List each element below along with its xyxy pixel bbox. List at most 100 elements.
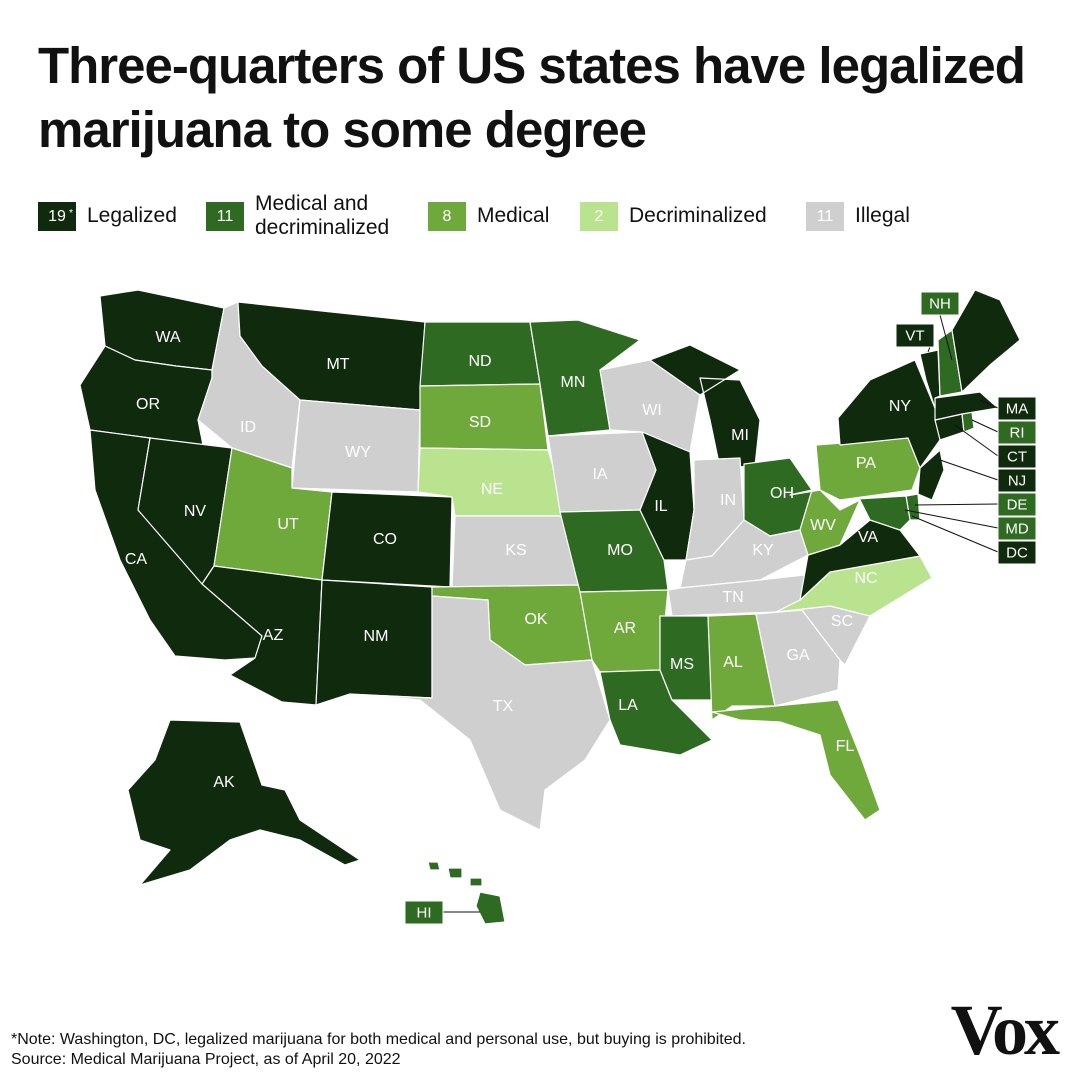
- state-label-mt: MT: [326, 356, 349, 373]
- state-fl: [711, 699, 881, 821]
- state-wv: [789, 489, 861, 556]
- callout-box-nj: [997, 468, 1037, 493]
- callout-box-de: [997, 492, 1037, 517]
- state-label-ga: GA: [786, 647, 809, 664]
- legend-badge-decriminalized: 2: [580, 201, 618, 231]
- vox-logo: Vox: [950, 990, 1060, 1070]
- callout-ma: MA: [979, 396, 1037, 421]
- state-label-ms: MS: [670, 656, 694, 673]
- state-label-ky: KY: [752, 542, 774, 559]
- state-label-az: AZ: [263, 627, 284, 644]
- legend-count-illegal: 11: [816, 207, 834, 225]
- legend-item-medical: 8 Medical: [428, 190, 549, 242]
- state-nj: [917, 449, 945, 501]
- state-label-mn: MN: [561, 374, 586, 391]
- legend: 19 * Legalized 11 Medical and decriminali…: [38, 190, 1038, 244]
- source-text: Source: Medical Marijuana Project, as of…: [11, 1051, 401, 1068]
- callout-box-nh: [920, 291, 960, 316]
- state-label-in: IN: [720, 492, 736, 509]
- state-ms: [659, 615, 713, 701]
- callout-box-md: [997, 516, 1037, 541]
- state-label-or: OR: [136, 396, 160, 413]
- state-label-sd: SD: [469, 414, 491, 431]
- callout-de: DE: [914, 492, 1037, 517]
- legend-item-illegal: 11 Illegal: [806, 190, 910, 242]
- callout-label-ri: RI: [1010, 424, 1025, 441]
- state-label-nd: ND: [468, 353, 491, 370]
- callout-box-vt: [895, 323, 935, 348]
- legend-asterisk: *: [69, 207, 73, 219]
- callout-line-ma: [979, 399, 999, 409]
- chart-title: Three-quarters of US states have legaliz…: [38, 37, 1026, 158]
- legend-count-legalized: 19: [48, 207, 66, 225]
- state-label-mi: MI: [731, 427, 749, 444]
- state-label-wv: WV: [810, 517, 836, 534]
- state-hi: [427, 861, 506, 925]
- note-text: *Note: Washington, DC, legalized marijua…: [11, 1031, 746, 1048]
- callout-label-ct: CT: [1007, 448, 1027, 465]
- state-label-nv: NV: [184, 503, 207, 520]
- state-mo: [559, 509, 669, 593]
- legend-item-decriminalized: 2 Decriminalized: [580, 190, 767, 242]
- legend-badge-legalized: 19 *: [38, 201, 76, 231]
- state-label-fl: FL: [836, 738, 855, 755]
- footnote: *Note: Washington, DC, legalized marijua…: [11, 1030, 941, 1070]
- state-label-oh: OH: [770, 485, 794, 502]
- callout-dc: DC: [911, 515, 1037, 565]
- state-label-nm: NM: [364, 628, 389, 645]
- callouts-layer: NJ DE MD DC CT RI MA VT NH HI: [404, 291, 1037, 925]
- state-label-co: CO: [373, 531, 397, 548]
- callout-label-ma: MA: [1006, 400, 1029, 417]
- callout-line-ct: [954, 424, 999, 457]
- state-label-ia: IA: [592, 466, 607, 483]
- state-label-nc: NC: [854, 570, 877, 587]
- callout-line-ri: [971, 419, 999, 433]
- state-label-mo: MO: [607, 542, 633, 559]
- callout-box-hi: [404, 900, 444, 925]
- legend-badge-medical-decriminalized: 11: [206, 201, 244, 231]
- callout-label-hi: HI: [417, 904, 432, 921]
- state-label-ks: KS: [505, 542, 526, 559]
- callout-nh: NH: [920, 291, 960, 361]
- callout-md: MD: [904, 509, 1037, 541]
- state-label-sc: SC: [831, 613, 853, 630]
- state-label-ne: NE: [481, 481, 503, 498]
- callout-box-ma: [997, 396, 1037, 421]
- states-layer: [79, 289, 1021, 925]
- callout-box-ct: [997, 444, 1037, 469]
- legend-label-medical-decriminalized: Medical and decriminalized: [255, 192, 390, 239]
- callout-nj: NJ: [939, 459, 1037, 493]
- callout-label-de: DE: [1007, 496, 1028, 513]
- legend-count-medical: 8: [442, 207, 452, 225]
- state-label-va: VA: [858, 529, 878, 546]
- state-label-wa: WA: [155, 329, 181, 346]
- state-ak: [127, 719, 361, 886]
- state-label-ny: NY: [889, 398, 912, 415]
- callout-label-dc: DC: [1006, 544, 1028, 561]
- callout-line-md: [904, 509, 999, 529]
- state-label-wi: WI: [642, 402, 662, 419]
- callout-label-nj: NJ: [1008, 472, 1026, 489]
- state-ri: [961, 411, 975, 433]
- state-label-ar: AR: [614, 620, 636, 637]
- callout-label-md: MD: [1005, 520, 1028, 537]
- state-tx: [364, 595, 611, 831]
- state-al: [707, 613, 776, 721]
- callout-line-nh: [939, 314, 953, 361]
- callout-box-dc: [997, 540, 1037, 565]
- state-label-ut: UT: [277, 516, 299, 533]
- callout-line-dc: [911, 515, 999, 553]
- legend-count-medical-decriminalized: 11: [216, 207, 234, 225]
- callout-ri: RI: [971, 419, 1037, 445]
- state-label-il: IL: [654, 498, 667, 515]
- callout-line-nj: [939, 459, 999, 481]
- callout-box-ri: [997, 420, 1037, 445]
- legend-label-illegal: Illegal: [855, 204, 910, 227]
- callout-hi: HI: [404, 900, 480, 925]
- callout-vt: VT: [895, 323, 935, 353]
- legend-badge-medical: 8: [428, 201, 466, 231]
- state-label-wy: WY: [345, 444, 371, 461]
- state-il: [639, 431, 695, 561]
- legend-item-medical-decriminalized: 11 Medical and decriminalized: [206, 190, 415, 242]
